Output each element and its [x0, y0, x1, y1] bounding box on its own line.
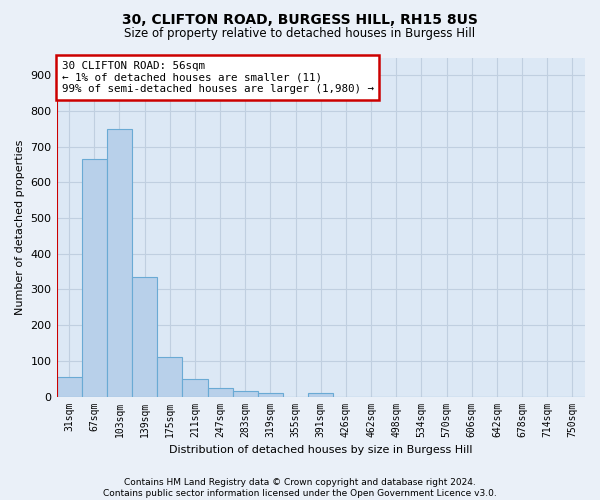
Bar [208, 388, 233, 396]
Text: 30, CLIFTON ROAD, BURGESS HILL, RH15 8US: 30, CLIFTON ROAD, BURGESS HILL, RH15 8US [122, 12, 478, 26]
Bar [308, 393, 334, 396]
Text: Contains HM Land Registry data © Crown copyright and database right 2024.
Contai: Contains HM Land Registry data © Crown c… [103, 478, 497, 498]
Bar [82, 159, 107, 396]
Bar [233, 391, 258, 396]
Bar [107, 129, 132, 396]
Bar [182, 378, 208, 396]
Bar [132, 277, 157, 396]
Bar [56, 377, 82, 396]
X-axis label: Distribution of detached houses by size in Burgess Hill: Distribution of detached houses by size … [169, 445, 473, 455]
Bar [157, 358, 182, 397]
Y-axis label: Number of detached properties: Number of detached properties [15, 140, 25, 314]
Text: Size of property relative to detached houses in Burgess Hill: Size of property relative to detached ho… [124, 28, 476, 40]
Bar [258, 393, 283, 396]
Text: 30 CLIFTON ROAD: 56sqm
← 1% of detached houses are smaller (11)
99% of semi-deta: 30 CLIFTON ROAD: 56sqm ← 1% of detached … [62, 61, 374, 94]
